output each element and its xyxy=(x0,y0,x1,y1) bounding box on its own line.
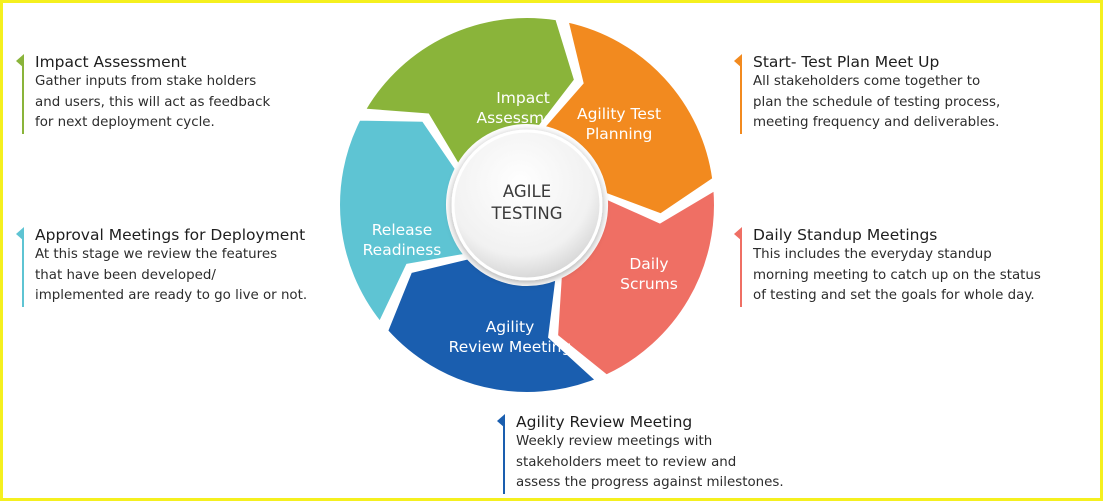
cycle-segment-daily xyxy=(556,188,716,377)
note-line: plan the schedule of testing process, xyxy=(753,94,1001,110)
note-agility-review: Agility Review Meeting Weekly review mee… xyxy=(497,412,833,494)
cycle-segment-readiness xyxy=(338,118,467,324)
note-description: This includes the everyday standup morni… xyxy=(753,245,1080,307)
note-description: All stakeholders come together to plan t… xyxy=(753,72,1070,134)
note-marker-icon xyxy=(734,54,742,68)
cycle-segment-label: Agility xyxy=(486,318,535,336)
note-description: Weekly review meetings with stakeholders… xyxy=(516,432,833,494)
hub: AGILE TESTING xyxy=(451,129,603,281)
cycle-segment-label: Review Meeting xyxy=(449,338,572,356)
note-accent-bar xyxy=(503,416,505,494)
note-line: meeting frequency and deliverables. xyxy=(753,115,1000,130)
note-title: Impact Assessment xyxy=(35,53,187,71)
note-title: Start- Test Plan Meet Up xyxy=(753,53,940,71)
note-line: implemented are ready to go live or not. xyxy=(35,288,308,303)
note-line: At this stage we review the features xyxy=(35,247,278,262)
cycle-segment-label: Impact xyxy=(496,89,550,107)
cycle-segment-label: Release xyxy=(372,221,433,239)
cycle-segment-label: Scrums xyxy=(620,275,678,293)
note-line: All stakeholders come together to xyxy=(753,74,981,89)
cycle-segment-impact xyxy=(363,16,577,167)
note-accent-bar xyxy=(740,229,742,307)
note-marker-icon xyxy=(16,54,24,68)
note-line: Gather inputs from stake holders xyxy=(35,74,257,89)
note-accent-bar xyxy=(740,56,742,134)
note-daily-standup: Daily Standup Meetings This includes the… xyxy=(734,225,1080,307)
note-marker-icon xyxy=(734,227,742,241)
note-marker-icon xyxy=(497,414,505,428)
note-impact-assessment: Impact Assessment Gather inputs from sta… xyxy=(16,52,322,134)
note-line: that have been developed/ xyxy=(35,267,216,283)
note-line: This includes the everyday standup xyxy=(753,247,992,262)
note-accent-bar xyxy=(22,56,24,134)
note-approval-meetings: Approval Meetings for Deployment At this… xyxy=(16,225,332,307)
note-title: Approval Meetings for Deployment xyxy=(35,226,306,244)
cycle-segment-review xyxy=(386,257,598,394)
note-line: of testing and set the goals for whole d… xyxy=(753,288,1035,303)
agile-cycle-wheel: Impact Assessment Agility Test Planning Dail… xyxy=(338,16,716,394)
note-line: stakeholders meet to review and xyxy=(516,454,737,470)
note-line: and users, this will act as feedback xyxy=(35,94,271,110)
hub-title-line2: TESTING xyxy=(490,204,562,223)
note-title: Agility Review Meeting xyxy=(516,413,693,431)
note-marker-icon xyxy=(16,227,24,241)
note-accent-bar xyxy=(22,229,24,307)
note-test-plan-meetup: Start- Test Plan Meet Up All stakeholder… xyxy=(734,52,1070,134)
note-line: assess the progress against milestones. xyxy=(516,475,784,490)
cycle-segment-label: Daily xyxy=(629,255,668,273)
note-title: Daily Standup Meetings xyxy=(753,226,938,244)
note-description: Gather inputs from stake holders and use… xyxy=(35,72,322,134)
cycle-segment-label: Assessment xyxy=(477,109,570,127)
note-line: morning meeting to catch up on the statu… xyxy=(753,267,1041,283)
note-line: Weekly review meetings with xyxy=(516,434,713,449)
cycle-segment-planning xyxy=(542,20,715,216)
cycle-segment-label: Planning xyxy=(586,125,653,143)
note-description: At this stage we review the features tha… xyxy=(35,245,332,307)
cycle-segment-label: Agility Test xyxy=(577,105,661,123)
cycle-segment-label: Readiness xyxy=(363,241,442,259)
note-line: for next deployment cycle. xyxy=(35,115,215,130)
hub-title-line1: AGILE xyxy=(503,182,551,201)
